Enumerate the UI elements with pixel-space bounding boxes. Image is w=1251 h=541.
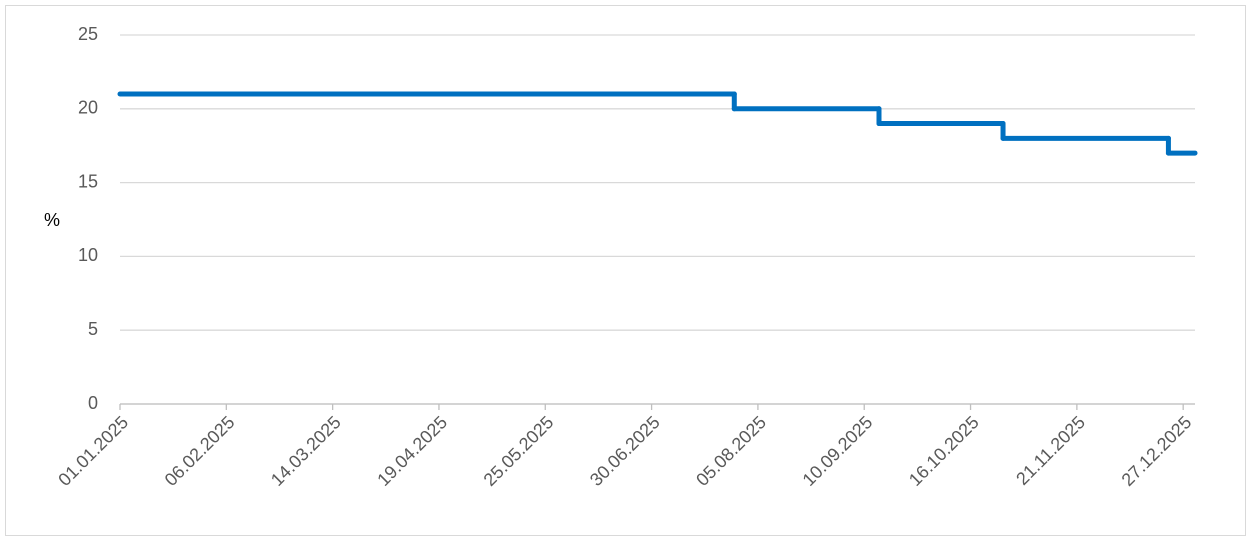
y-tick-label: 10 [78,245,98,265]
y-tick-label: 5 [88,319,98,339]
y-tick-label: 20 [78,98,98,118]
y-tick-label: 0 [88,393,98,413]
y-axis-label: % [44,210,60,230]
y-tick-label: 15 [78,171,98,191]
y-tick-label: 25 [78,24,98,44]
